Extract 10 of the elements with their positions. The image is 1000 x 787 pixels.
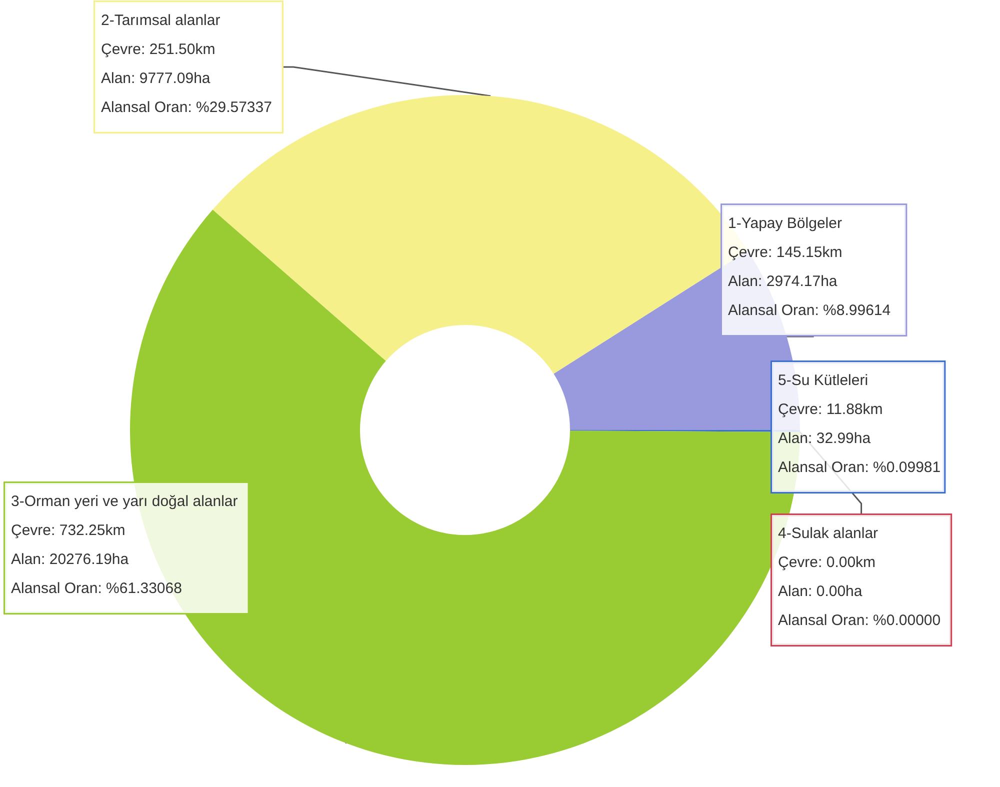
data-label: Çevre: 145.15km Alan: 2974.17ha Alansal Oran: %8.99614: [728, 244, 891, 319]
data-label: Çevre: 732.25km Alan: 20276.19ha Alansal Oran: %61.33068: [11, 522, 182, 597]
slice-label: 1-Yapay Bölgeler: [728, 215, 842, 232]
data-label: Çevre: 251.50km Alan: 9777.09ha Alansal Oran: %29.57337: [101, 41, 272, 116]
text: Çevre: 0.00km Alan: 0.00ha Alansal Oran: %0.00000: [778, 554, 941, 629]
data-label: Çevre: 11.88km Alan: 32.99ha Alansal Oran: %0.09981: [778, 401, 941, 476]
slice-label: 2-Tarımsal alanlar: [101, 12, 220, 29]
category-label: 4-Sulak alanlar: [778, 525, 878, 542]
slice-label: 3-Orman yeri ve yarı doğal alanlar: [11, 493, 238, 510]
slice-label: 5-Su Kütleleri: [778, 372, 868, 389]
